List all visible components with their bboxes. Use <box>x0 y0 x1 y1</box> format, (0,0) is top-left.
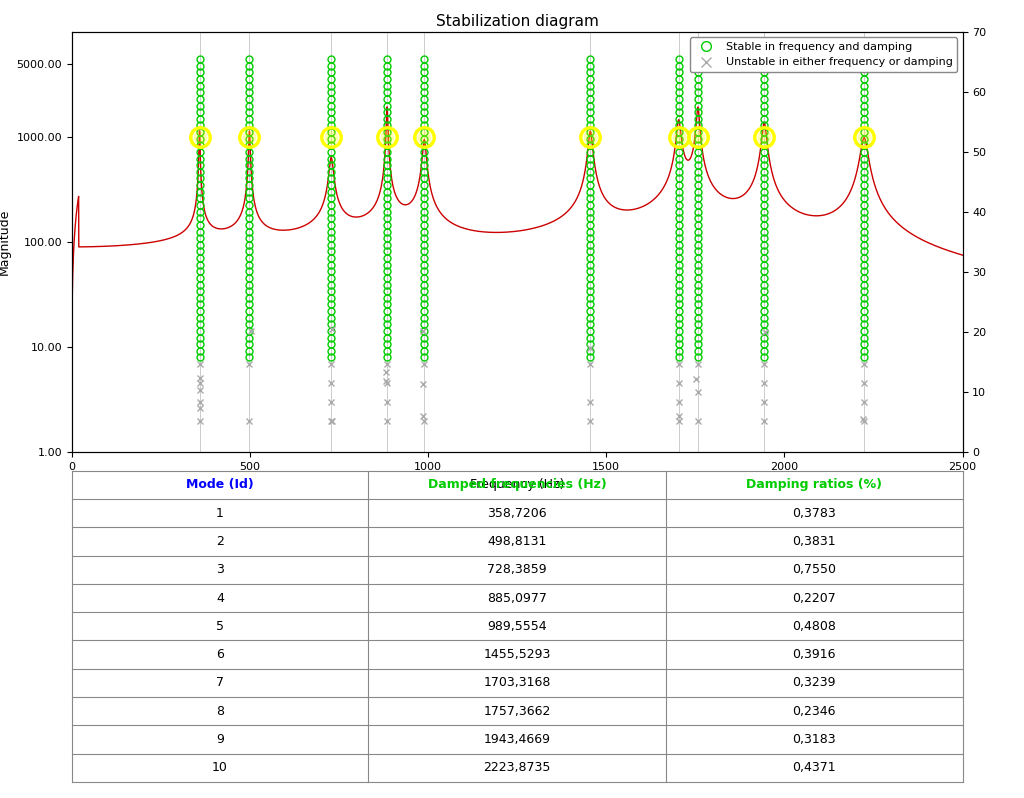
Text: 2223,8735: 2223,8735 <box>483 761 551 774</box>
Text: 0,7550: 0,7550 <box>793 563 837 576</box>
Text: 0,2207: 0,2207 <box>793 591 837 605</box>
Text: 0,3183: 0,3183 <box>793 733 836 746</box>
Legend: Stable in frequency and damping, Unstable in either frequency or damping: Stable in frequency and damping, Unstabl… <box>690 38 957 72</box>
Text: 7: 7 <box>216 677 224 689</box>
Text: 0,2346: 0,2346 <box>793 705 836 717</box>
Y-axis label: Magnitude: Magnitude <box>0 209 11 275</box>
Text: 1: 1 <box>216 507 224 519</box>
Text: 1943,4669: 1943,4669 <box>483 733 551 746</box>
Text: 9: 9 <box>216 733 224 746</box>
Text: 2: 2 <box>216 535 224 548</box>
Text: 0,4371: 0,4371 <box>793 761 836 774</box>
Text: 10: 10 <box>212 761 228 774</box>
Text: 6: 6 <box>216 648 224 662</box>
Text: 728,3859: 728,3859 <box>487 563 547 576</box>
X-axis label: Frequency (Hz): Frequency (Hz) <box>470 478 564 491</box>
Text: Mode (Id): Mode (Id) <box>186 478 254 492</box>
Text: 3: 3 <box>216 563 224 576</box>
Text: 0,3783: 0,3783 <box>793 507 837 519</box>
Text: 885,0977: 885,0977 <box>487 591 547 605</box>
Text: 0,3239: 0,3239 <box>793 677 836 689</box>
Text: 1703,3168: 1703,3168 <box>483 677 551 689</box>
Text: 4: 4 <box>216 591 224 605</box>
Text: 8: 8 <box>216 705 224 717</box>
Text: 989,5554: 989,5554 <box>487 620 547 633</box>
Text: 1757,3662: 1757,3662 <box>483 705 551 717</box>
Text: 1455,5293: 1455,5293 <box>483 648 551 662</box>
Title: Stabilization diagram: Stabilization diagram <box>435 14 599 30</box>
Text: 358,7206: 358,7206 <box>487 507 547 519</box>
Text: 5: 5 <box>216 620 224 633</box>
Text: 0,4808: 0,4808 <box>793 620 837 633</box>
Text: Damped frequencies (Hz): Damped frequencies (Hz) <box>428 478 606 492</box>
Text: Damping ratios (%): Damping ratios (%) <box>746 478 883 492</box>
Text: 0,3831: 0,3831 <box>793 535 836 548</box>
Text: 0,3916: 0,3916 <box>793 648 836 662</box>
Text: 498,8131: 498,8131 <box>487 535 547 548</box>
